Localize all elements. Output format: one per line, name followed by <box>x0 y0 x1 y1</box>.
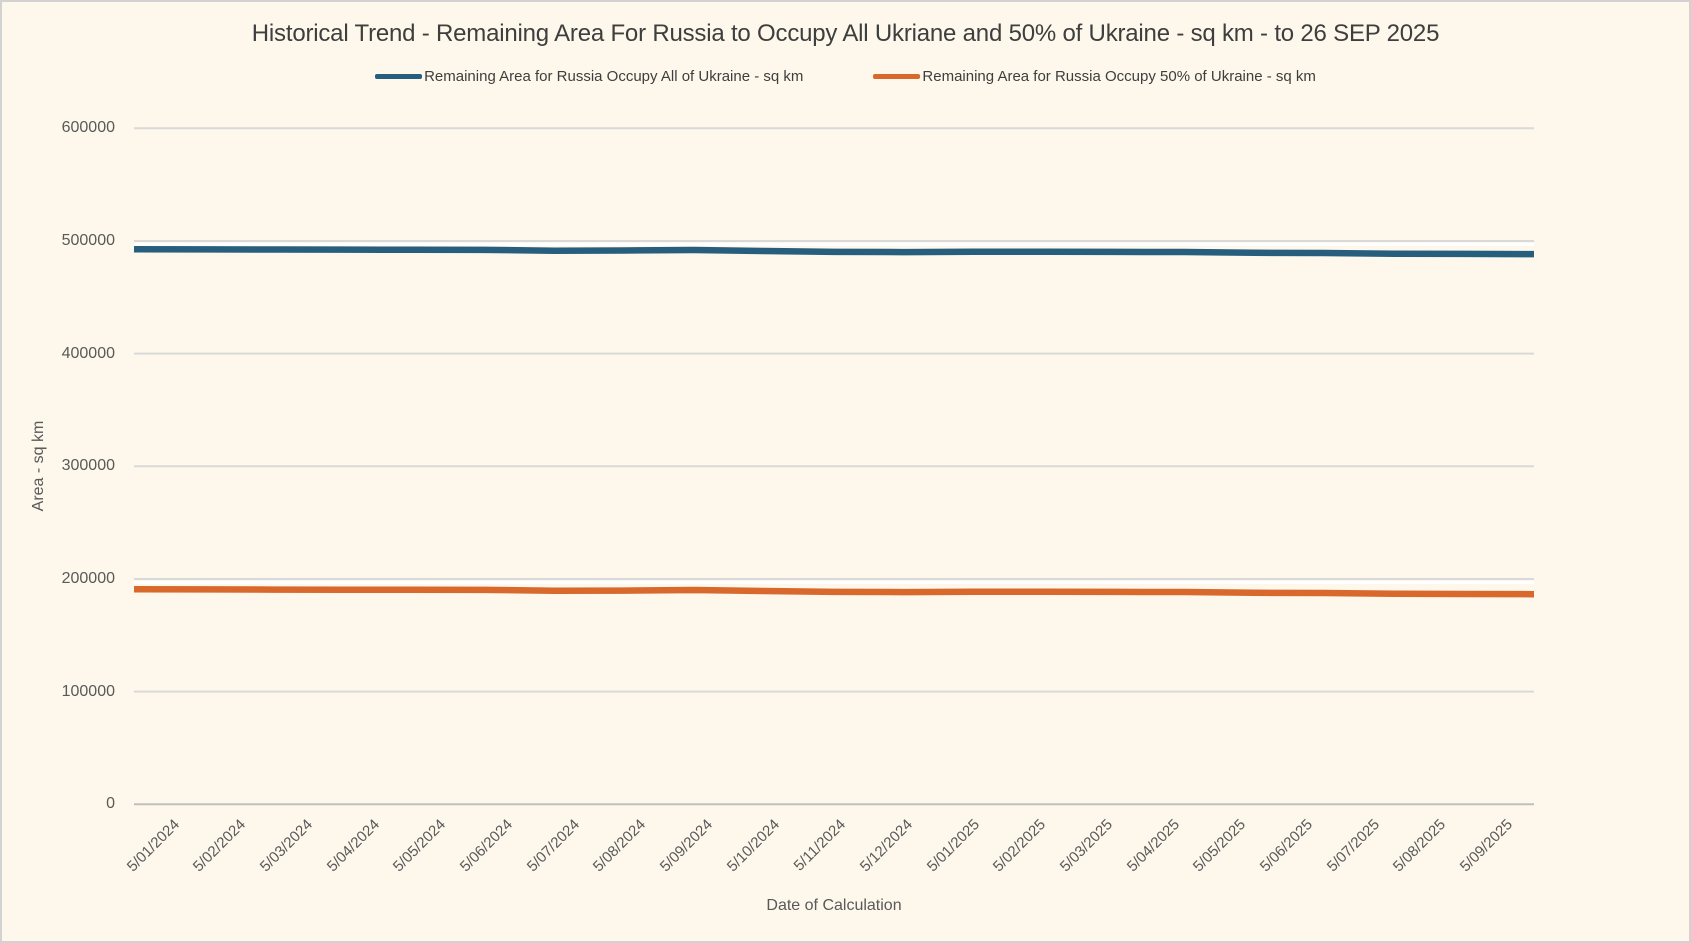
y-tick-label: 500000 <box>61 231 115 249</box>
legend-item-all-ukraine[interactable]: Remaining Area for Russia Occupy All of … <box>375 68 803 85</box>
y-axis-title: Area - sq km <box>30 420 47 512</box>
series-line-all-ukraine[interactable] <box>133 246 1535 258</box>
y-tick-label: 300000 <box>61 457 115 475</box>
legend-line-swatch-50pct <box>873 74 921 79</box>
y-tick-label: 600000 <box>61 119 115 137</box>
legend-label-50pct: Remaining Area for Russia Occupy 50% of … <box>922 68 1316 85</box>
legend-item-50pct[interactable]: Remaining Area for Russia Occupy 50% of … <box>873 68 1316 85</box>
chart-title: Historical Trend - Remaining Area For Ru… <box>251 20 1440 47</box>
y-tick-label: 100000 <box>61 682 115 700</box>
x-axis-title: Date of Calculation <box>766 897 902 914</box>
y-tick-label: 400000 <box>61 344 115 362</box>
series-line-50pct[interactable] <box>133 586 1535 598</box>
legend-label-all-ukraine: Remaining Area for Russia Occupy All of … <box>424 68 804 85</box>
y-tick-label: 200000 <box>61 569 115 587</box>
y-tick-label: 0 <box>106 795 115 813</box>
legend: Remaining Area for Russia Occupy All of … <box>2 68 1689 85</box>
legend-line-swatch-all-ukraine <box>375 74 423 79</box>
